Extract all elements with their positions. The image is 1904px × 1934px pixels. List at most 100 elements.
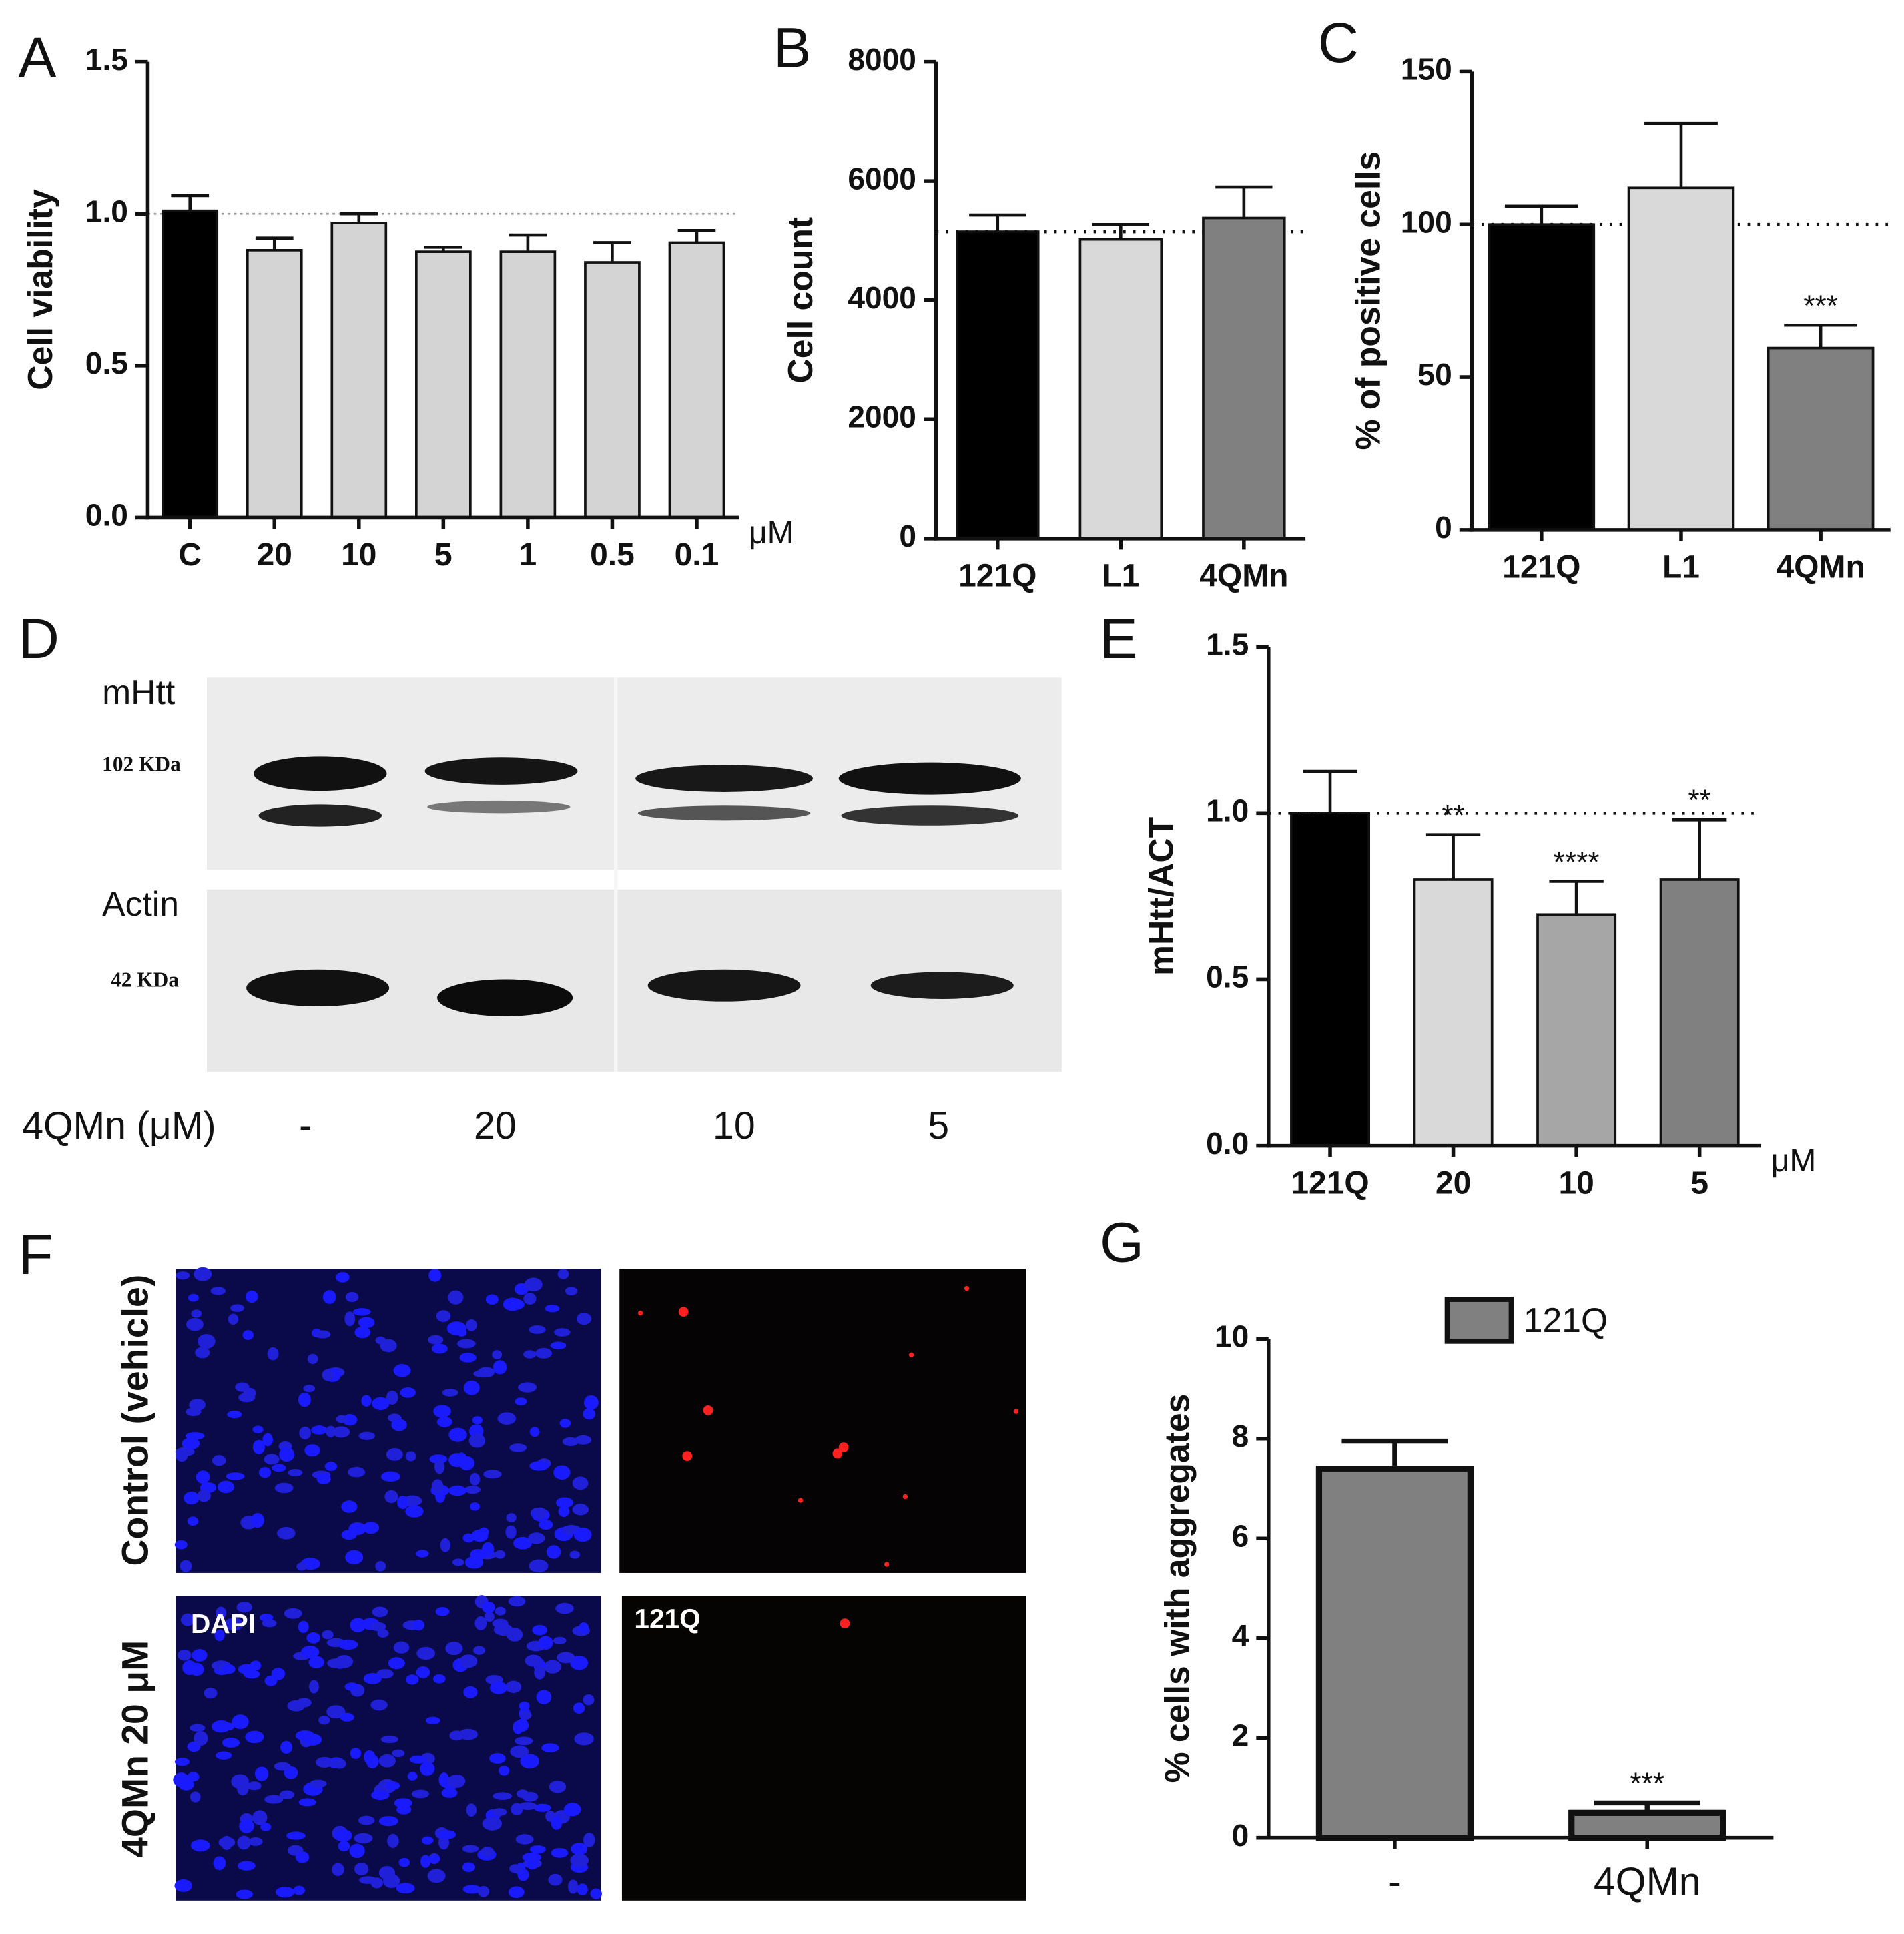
- nucleus: [194, 1267, 212, 1281]
- band: [254, 756, 387, 791]
- nucleus: [245, 1290, 258, 1303]
- nucleus: [519, 1710, 532, 1720]
- chart-panel: A Cell viability 0.0 0.5 1.0 1.5 C 20 10 5 1 0.5 0.1…: [19, 25, 794, 573]
- nucleus: [459, 1353, 477, 1363]
- nucleus: [495, 1550, 506, 1559]
- nucleus: [222, 1664, 236, 1674]
- nucleus: [349, 1843, 365, 1859]
- bar: [1568, 1809, 1726, 1841]
- nucleus: [562, 1437, 579, 1446]
- nucleus: [513, 1536, 533, 1550]
- nucleus: [518, 1382, 537, 1393]
- nucleus: [387, 1833, 399, 1848]
- nucleus: [420, 1762, 435, 1776]
- x-tick-label: 0.1: [675, 537, 719, 573]
- nucleus: [236, 1889, 253, 1899]
- bar: [246, 249, 303, 519]
- nucleus: [245, 1730, 264, 1744]
- nucleus: [472, 1416, 483, 1425]
- y-axis-label: % of positive cells: [1349, 151, 1387, 450]
- nucleus: [338, 1841, 350, 1852]
- nucleus: [473, 1369, 492, 1378]
- nucleus: [248, 1837, 263, 1846]
- error-bar: [509, 233, 547, 252]
- nucleus: [427, 1869, 446, 1883]
- nucleus: [495, 1606, 506, 1616]
- nucleus: [385, 1781, 400, 1790]
- aggregate: [832, 1448, 843, 1459]
- channel-label: DAPI: [191, 1608, 256, 1639]
- nucleus: [438, 1830, 456, 1839]
- row-label: 4QMn 20 μM: [114, 1640, 155, 1858]
- error-bar: [1425, 833, 1481, 880]
- y-tick-label: 4: [1232, 1618, 1249, 1653]
- nucleus: [192, 1649, 208, 1662]
- micrographs: [173, 1267, 1026, 1901]
- nucleus: [440, 1538, 450, 1552]
- nucleus: [344, 1682, 359, 1691]
- nucleus: [522, 1852, 542, 1863]
- y-tick-label: 1.0: [1206, 793, 1249, 828]
- band: [870, 972, 1014, 999]
- nucleus: [218, 1837, 236, 1848]
- aggregate: [682, 1451, 693, 1462]
- x-tick-label: 10: [1558, 1165, 1594, 1201]
- nucleus: [384, 1490, 398, 1504]
- nucleus: [510, 1745, 529, 1758]
- nucleus: [341, 1500, 358, 1513]
- nucleus: [420, 1855, 431, 1868]
- nucleus: [194, 1731, 208, 1746]
- error-bar: [969, 213, 1026, 232]
- y-tick-label: 0.0: [1206, 1126, 1249, 1161]
- significance-label: ***: [1630, 1767, 1664, 1800]
- nucleus: [254, 1766, 269, 1781]
- y-axis-label: mHtt/ACT: [1142, 817, 1181, 976]
- significance-label: ***: [1803, 290, 1838, 322]
- x-tick-label: 5: [1690, 1165, 1708, 1201]
- nucleus: [524, 1277, 543, 1292]
- y-tick-label: 2000: [848, 399, 916, 434]
- nucleus: [493, 1624, 513, 1636]
- x-tick-label: 20: [1436, 1165, 1471, 1201]
- nucleus: [237, 1835, 251, 1850]
- y-tick-label: 0.5: [85, 346, 128, 380]
- nucleus: [570, 1853, 589, 1867]
- nucleus: [583, 1833, 595, 1847]
- nucleus: [371, 1790, 390, 1801]
- nucleus: [529, 1559, 549, 1573]
- nucleus: [279, 1447, 295, 1462]
- band: [637, 805, 811, 821]
- nucleus: [434, 1459, 445, 1474]
- nucleus: [534, 1666, 545, 1680]
- nucleus: [180, 1560, 192, 1572]
- band: [427, 800, 571, 814]
- nucleus: [482, 1817, 502, 1831]
- nucleus: [551, 1847, 569, 1858]
- nucleus: [535, 1347, 553, 1359]
- nucleus: [327, 1658, 344, 1668]
- nucleus: [442, 1389, 458, 1397]
- nucleus: [218, 1480, 234, 1494]
- bar: [1413, 878, 1494, 1147]
- bar: [162, 209, 219, 519]
- nucleus: [528, 1532, 545, 1544]
- nucleus: [427, 1335, 444, 1345]
- nucleus: [572, 1476, 589, 1490]
- nucleus: [559, 1419, 571, 1428]
- nucleus: [191, 1309, 202, 1318]
- nucleus: [474, 1616, 487, 1630]
- nucleus: [483, 1470, 502, 1479]
- error-bar: [1672, 818, 1727, 880]
- nucleus: [448, 1290, 464, 1305]
- nucleus: [258, 1467, 272, 1478]
- nucleus: [579, 1622, 589, 1633]
- nucleus: [382, 1873, 400, 1889]
- error-bar: [1215, 185, 1273, 218]
- aggregate: [838, 1442, 849, 1453]
- y-tick-label: 1.5: [85, 42, 128, 77]
- nucleus: [529, 1427, 540, 1437]
- nucleus: [293, 1885, 306, 1895]
- bar: [956, 230, 1040, 540]
- nucleus: [462, 1845, 479, 1853]
